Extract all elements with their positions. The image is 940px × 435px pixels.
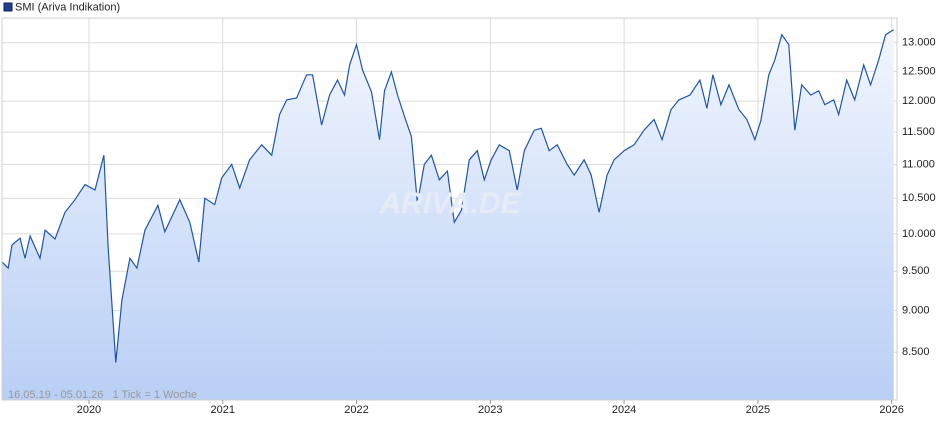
x-tick-label: 2026 <box>879 404 903 416</box>
y-tick-label: 13.000 <box>902 37 936 49</box>
plot-frame <box>1 17 898 401</box>
footer: 16.05.19 - 05.01.26 1 Tick = 1 Woche <box>8 389 197 401</box>
y-tick-label: 10.500 <box>902 192 936 204</box>
x-tick-label: 2025 <box>746 404 770 416</box>
legend-label: SMI (Ariva Indikation) <box>15 1 120 13</box>
y-tick-label: 12.500 <box>902 65 936 77</box>
y-tick-label: 10.000 <box>902 228 936 240</box>
watermark: ARIVA.DE <box>378 187 521 220</box>
x-tick-label: 2024 <box>612 404 636 416</box>
y-tick-label: 11.500 <box>902 126 935 138</box>
y-tick-label: 11.000 <box>902 158 935 170</box>
area <box>2 29 894 400</box>
y-tick-label: 9.500 <box>902 265 930 277</box>
x-tick-label: 2023 <box>478 404 502 416</box>
line <box>1 29 895 363</box>
y-tick-label: 8.500 <box>902 346 930 358</box>
x-tick-label: 2022 <box>344 404 368 416</box>
y-tick-label: 9.000 <box>902 304 930 316</box>
y-tick-label: 12.000 <box>902 95 936 107</box>
x-tick-label: 2021 <box>210 404 234 416</box>
x-tick-label: 2020 <box>77 404 101 416</box>
legend-swatch <box>3 2 13 12</box>
